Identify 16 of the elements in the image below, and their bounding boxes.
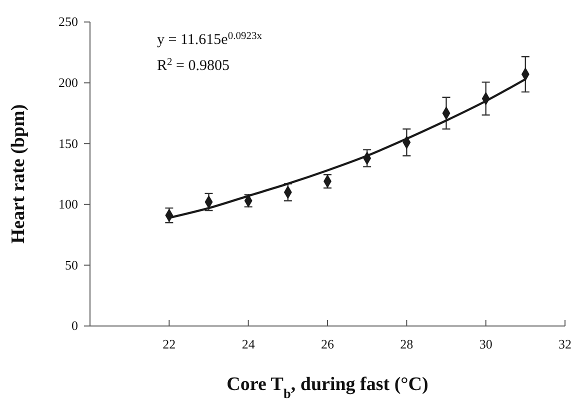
y-tick-label: 100	[58, 196, 78, 212]
x-tick-label: 32	[558, 336, 572, 352]
y-tick-label: 200	[58, 74, 78, 90]
y-tick-label: 50	[65, 257, 78, 272]
y-tick-label: 250	[58, 14, 78, 30]
x-axis-title: Core T$_{b}$, during fast (°C)	[226, 374, 428, 400]
y-tick-label: 150	[58, 136, 78, 151]
x-tick-label: 28	[400, 336, 414, 352]
x-tick-label: 30	[479, 336, 492, 352]
y-axis-title: Heart rate (bpm)	[8, 104, 29, 244]
x-tick-label: 22	[162, 336, 176, 352]
x-tick-label: 26	[321, 336, 334, 352]
annotation: R$^{2}$ = 0.9805	[157, 56, 230, 74]
annotation: y = 11.615e$^{0.0923x}$	[157, 30, 263, 48]
x-tick-label: 24	[242, 336, 256, 352]
y-tick-label: 0	[72, 318, 78, 334]
